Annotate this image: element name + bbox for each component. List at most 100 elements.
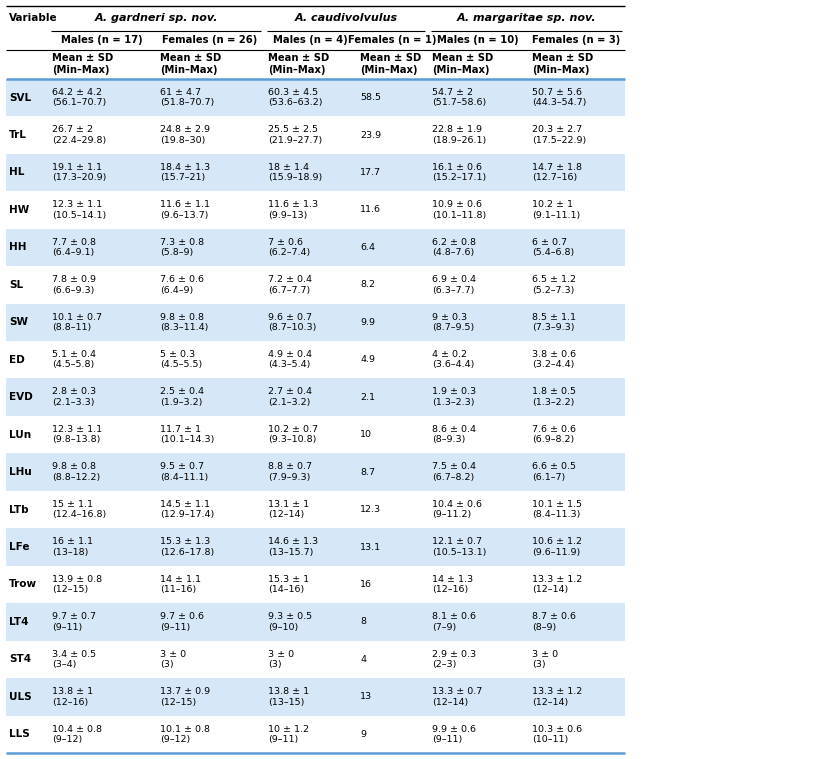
Text: 13: 13: [360, 692, 372, 701]
Text: 6.6 ± 0.5
(6.1–7): 6.6 ± 0.5 (6.1–7): [532, 462, 576, 482]
Text: 4 ± 0.2
(3.6–4.4): 4 ± 0.2 (3.6–4.4): [432, 350, 474, 370]
Text: 13.1: 13.1: [360, 543, 381, 552]
Text: 12.3: 12.3: [360, 505, 381, 514]
Text: 4.9: 4.9: [360, 355, 375, 364]
Text: 7.2 ± 0.4
(6.7–7.7): 7.2 ± 0.4 (6.7–7.7): [268, 275, 312, 294]
Text: 10.1 ± 1.5
(8.4–11.3): 10.1 ± 1.5 (8.4–11.3): [532, 500, 582, 519]
Text: 10.2 ± 0.7
(9.3–10.8): 10.2 ± 0.7 (9.3–10.8): [268, 425, 318, 444]
Text: A. margaritae sp. nov.: A. margaritae sp. nov.: [457, 14, 596, 24]
Text: 3 ± 0
(3): 3 ± 0 (3): [160, 650, 186, 669]
Text: 1.8 ± 0.5
(1.3–2.2): 1.8 ± 0.5 (1.3–2.2): [532, 388, 576, 407]
Text: 8: 8: [360, 617, 366, 626]
Text: LLS: LLS: [9, 729, 30, 739]
Text: 9.5 ± 0.7
(8.4–11.1): 9.5 ± 0.7 (8.4–11.1): [160, 462, 208, 482]
Text: 10.1 ± 0.8
(9–12): 10.1 ± 0.8 (9–12): [160, 725, 210, 744]
Text: SL: SL: [9, 280, 23, 290]
Text: 15 ± 1.1
(12.4–16.8): 15 ± 1.1 (12.4–16.8): [52, 500, 107, 519]
Text: 26.7 ± 2
(22.4–29.8): 26.7 ± 2 (22.4–29.8): [52, 125, 107, 145]
Text: 3 ± 0
(3): 3 ± 0 (3): [268, 650, 294, 669]
Text: TrL: TrL: [9, 130, 27, 140]
Text: 13.3 ± 1.2
(12–14): 13.3 ± 1.2 (12–14): [532, 687, 582, 707]
Text: 1.9 ± 0.3
(1.3–2.3): 1.9 ± 0.3 (1.3–2.3): [432, 388, 476, 407]
Text: 10 ± 1.2
(9–11): 10 ± 1.2 (9–11): [268, 725, 309, 744]
Text: 16 ± 1.1
(13–18): 16 ± 1.1 (13–18): [52, 537, 93, 556]
Text: 20.3 ± 2.7
(17.5–22.9): 20.3 ± 2.7 (17.5–22.9): [532, 125, 586, 145]
Text: 13.3 ± 0.7
(12–14): 13.3 ± 0.7 (12–14): [432, 687, 482, 707]
Text: 18.4 ± 1.3
(15.7–21): 18.4 ± 1.3 (15.7–21): [160, 162, 210, 182]
Text: 13.9 ± 0.8
(12–15): 13.9 ± 0.8 (12–15): [52, 575, 102, 594]
Text: Trow: Trow: [9, 579, 37, 590]
Text: 9.3 ± 0.5
(9–10): 9.3 ± 0.5 (9–10): [268, 613, 312, 631]
Text: 14.7 ± 1.8
(12.7–16): 14.7 ± 1.8 (12.7–16): [532, 162, 582, 182]
Text: 54.7 ± 2
(51.7–58.6): 54.7 ± 2 (51.7–58.6): [432, 88, 486, 107]
Text: 7.6 ± 0.6
(6.4–9): 7.6 ± 0.6 (6.4–9): [160, 275, 204, 294]
Text: Females (n = 3): Females (n = 3): [533, 36, 620, 46]
Bar: [6, 528, 625, 565]
Text: LFe: LFe: [9, 542, 29, 552]
Text: Mean ± SD
(Min–Max): Mean ± SD (Min–Max): [360, 53, 421, 75]
Text: 10.3 ± 0.6
(10–11): 10.3 ± 0.6 (10–11): [532, 725, 582, 744]
Bar: [6, 678, 625, 716]
Text: A. gardneri sp. nov.: A. gardneri sp. nov.: [94, 14, 218, 24]
Text: 13.1 ± 1
(12–14): 13.1 ± 1 (12–14): [268, 500, 309, 519]
Bar: [6, 565, 625, 603]
Bar: [6, 116, 625, 154]
Text: 11.7 ± 1
(10.1–14.3): 11.7 ± 1 (10.1–14.3): [160, 425, 215, 444]
Text: 2.9 ± 0.3
(2–3): 2.9 ± 0.3 (2–3): [432, 650, 476, 669]
Text: 64.2 ± 4.2
(56.1–70.7): 64.2 ± 4.2 (56.1–70.7): [52, 88, 107, 107]
Text: 3 ± 0
(3): 3 ± 0 (3): [532, 650, 559, 669]
Text: 10.1 ± 0.7
(8.8–11): 10.1 ± 0.7 (8.8–11): [52, 313, 102, 332]
Text: 9.6 ± 0.7
(8.7–10.3): 9.6 ± 0.7 (8.7–10.3): [268, 313, 316, 332]
Text: 6.4: 6.4: [360, 243, 375, 252]
Text: EVD: EVD: [9, 392, 33, 402]
Text: Females (n = 26): Females (n = 26): [163, 36, 258, 46]
Bar: [6, 603, 625, 641]
Text: 11.6 ± 1.1
(9.6–13.7): 11.6 ± 1.1 (9.6–13.7): [160, 200, 210, 219]
Text: 3.8 ± 0.6
(3.2–4.4): 3.8 ± 0.6 (3.2–4.4): [532, 350, 576, 370]
Text: 6.5 ± 1.2
(5.2–7.3): 6.5 ± 1.2 (5.2–7.3): [532, 275, 576, 294]
Text: 8.1 ± 0.6
(7–9): 8.1 ± 0.6 (7–9): [432, 613, 476, 631]
Text: 9.9: 9.9: [360, 318, 375, 327]
Text: 6 ± 0.7
(5.4–6.8): 6 ± 0.7 (5.4–6.8): [532, 238, 574, 257]
Text: 2.7 ± 0.4
(2.1–3.2): 2.7 ± 0.4 (2.1–3.2): [268, 388, 312, 407]
Text: 14 ± 1.1
(11–16): 14 ± 1.1 (11–16): [160, 575, 201, 594]
Text: 14.6 ± 1.3
(13–15.7): 14.6 ± 1.3 (13–15.7): [268, 537, 318, 556]
Text: 12.3 ± 1.1
(9.8–13.8): 12.3 ± 1.1 (9.8–13.8): [52, 425, 102, 444]
Text: LT4: LT4: [9, 617, 28, 627]
Bar: [6, 453, 625, 491]
Text: Males (n = 4): Males (n = 4): [272, 36, 347, 46]
Text: 6.9 ± 0.4
(6.3–7.7): 6.9 ± 0.4 (6.3–7.7): [432, 275, 476, 294]
Text: LHu: LHu: [9, 467, 32, 477]
Text: 9 ± 0.3
(8.7–9.5): 9 ± 0.3 (8.7–9.5): [432, 313, 474, 332]
Text: 10.4 ± 0.8
(9–12): 10.4 ± 0.8 (9–12): [52, 725, 102, 744]
Text: 22.8 ± 1.9
(18.9–26.1): 22.8 ± 1.9 (18.9–26.1): [432, 125, 486, 145]
Text: 13.8 ± 1
(12–16): 13.8 ± 1 (12–16): [52, 687, 93, 707]
Text: 2.1: 2.1: [360, 392, 375, 402]
Text: 8.6 ± 0.4
(8–9.3): 8.6 ± 0.4 (8–9.3): [432, 425, 476, 444]
Text: 10.6 ± 1.2
(9.6–11.9): 10.6 ± 1.2 (9.6–11.9): [532, 537, 582, 556]
Text: 9.7 ± 0.7
(9–11): 9.7 ± 0.7 (9–11): [52, 613, 96, 631]
Text: 9.8 ± 0.8
(8.3–11.4): 9.8 ± 0.8 (8.3–11.4): [160, 313, 208, 332]
Text: HH: HH: [9, 242, 27, 253]
Bar: [6, 416, 625, 453]
Bar: [6, 341, 625, 379]
Text: 10.9 ± 0.6
(10.1–11.8): 10.9 ± 0.6 (10.1–11.8): [432, 200, 486, 219]
Bar: [6, 79, 625, 116]
Text: 7.3 ± 0.8
(5.8–9): 7.3 ± 0.8 (5.8–9): [160, 238, 204, 257]
Text: ED: ED: [9, 354, 24, 365]
Text: 7.8 ± 0.9
(6.6–9.3): 7.8 ± 0.9 (6.6–9.3): [52, 275, 96, 294]
Text: 5.1 ± 0.4
(4.5–5.8): 5.1 ± 0.4 (4.5–5.8): [52, 350, 96, 370]
Text: 12.3 ± 1.1
(10.5–14.1): 12.3 ± 1.1 (10.5–14.1): [52, 200, 107, 219]
Text: 7.7 ± 0.8
(6.4–9.1): 7.7 ± 0.8 (6.4–9.1): [52, 238, 96, 257]
Text: 10.2 ± 1
(9.1–11.1): 10.2 ± 1 (9.1–11.1): [532, 200, 580, 219]
Text: 7 ± 0.6
(6.2–7.4): 7 ± 0.6 (6.2–7.4): [268, 238, 311, 257]
Text: 2.5 ± 0.4
(1.9–3.2): 2.5 ± 0.4 (1.9–3.2): [160, 388, 204, 407]
Bar: [6, 266, 625, 304]
Bar: [6, 191, 625, 228]
Text: LTb: LTb: [9, 505, 28, 515]
Bar: [6, 228, 625, 266]
Text: Mean ± SD
(Min–Max): Mean ± SD (Min–Max): [160, 53, 221, 75]
Text: 10: 10: [360, 430, 372, 439]
Text: 13.8 ± 1
(13–15): 13.8 ± 1 (13–15): [268, 687, 309, 707]
Text: 4.9 ± 0.4
(4.3–5.4): 4.9 ± 0.4 (4.3–5.4): [268, 350, 312, 370]
